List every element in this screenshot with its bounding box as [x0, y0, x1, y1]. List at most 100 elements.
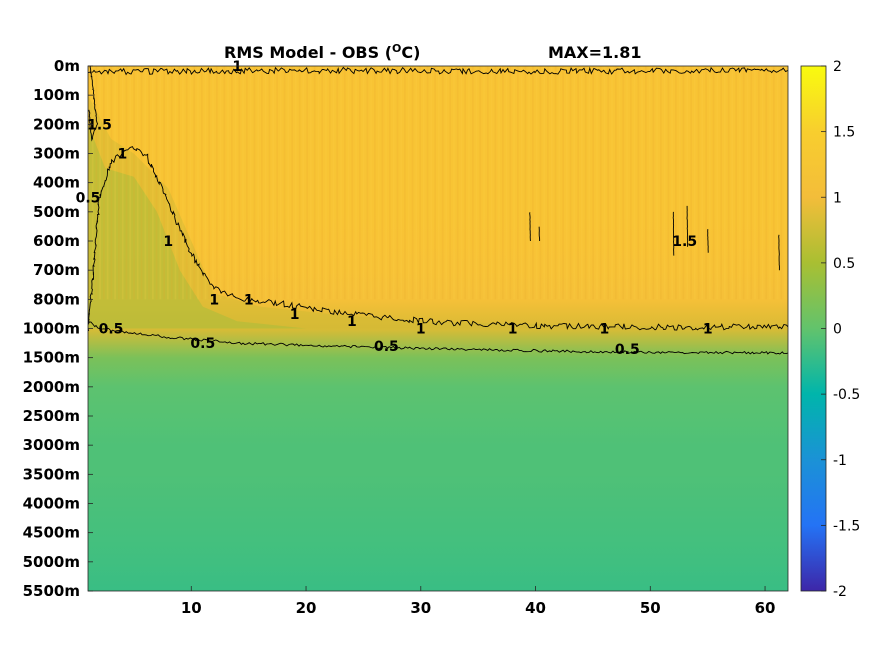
texture-stripe — [611, 66, 613, 300]
texture-stripe — [652, 66, 655, 300]
texture-stripe — [535, 66, 538, 300]
texture-stripe — [520, 66, 523, 300]
texture-stripe — [532, 66, 534, 300]
texture-stripe — [739, 66, 741, 300]
texture-stripe — [313, 66, 316, 300]
y-tick-label: 3000m — [23, 436, 80, 454]
texture-stripe — [234, 66, 237, 300]
texture-stripe — [426, 66, 429, 300]
texture-stripe — [724, 66, 726, 300]
contour-label: 1 — [232, 59, 242, 75]
texture-stripe — [769, 66, 771, 300]
texture-stripe — [351, 66, 354, 300]
x-tick-label: 60 — [755, 599, 776, 617]
contour-label: 1 — [244, 292, 254, 308]
texture-stripe — [185, 66, 188, 300]
texture-stripe — [264, 66, 267, 300]
y-tick-label: 0m — [54, 57, 80, 75]
contour-spike — [529, 212, 531, 242]
y-tick-label: 1500m — [23, 349, 80, 367]
texture-stripe — [720, 66, 722, 300]
texture-stripe — [441, 66, 444, 300]
texture-stripe — [539, 66, 542, 300]
contour-label: 1 — [290, 307, 300, 323]
texture-stripe — [498, 66, 500, 300]
texture-stripe — [603, 66, 606, 300]
texture-stripe — [118, 66, 120, 300]
colorbar-tick-label: 0.5 — [833, 256, 855, 272]
colorbar-tick-label: -2 — [833, 584, 847, 600]
colorbar-axis: 2 1.5 1 0.5 0 -0.5 -1 -1.5 -2 — [821, 59, 860, 600]
texture-stripe — [622, 66, 625, 300]
contour-label: 1 — [118, 147, 128, 163]
texture-stripe — [381, 66, 384, 300]
contour-label: 1 — [347, 314, 357, 330]
texture-stripe — [502, 66, 504, 300]
texture-stripe — [268, 66, 271, 300]
y-tick-label: 100m — [33, 86, 80, 104]
texture-stripe — [682, 66, 685, 300]
y-tick-label: 500m — [33, 203, 80, 221]
texture-stripe — [400, 66, 403, 300]
texture-stripe — [648, 66, 651, 300]
texture-stripe — [389, 66, 391, 300]
texture-stripe — [754, 66, 756, 300]
contour-line-top — [88, 66, 788, 76]
texture-stripe — [637, 66, 640, 300]
texture-stripe — [430, 66, 433, 300]
x-tick-label: 20 — [296, 599, 317, 617]
texture-stripe — [438, 66, 440, 300]
colorbar-tick-label: 2 — [833, 59, 842, 75]
texture-stripe — [374, 66, 376, 300]
heatmap-lowvalue-core — [88, 124, 306, 329]
y-tick-label: 5000m — [23, 553, 80, 571]
texture-stripe — [377, 66, 380, 300]
texture-stripe — [584, 66, 587, 300]
max-label: MAX=1.81 — [548, 43, 642, 62]
texture-stripe — [332, 66, 335, 300]
colorbar-tick-label: 0 — [833, 322, 842, 338]
texture-stripe — [618, 66, 621, 300]
texture-stripe — [321, 66, 323, 300]
texture-stripe — [678, 66, 681, 300]
texture-stripe — [716, 66, 719, 300]
texture-stripe — [253, 66, 256, 300]
texture-stripe — [415, 66, 418, 300]
texture-stripe — [249, 66, 252, 300]
texture-stripe — [343, 66, 346, 300]
y-tick-label: 3500m — [23, 465, 80, 483]
texture-stripe — [404, 66, 406, 300]
texture-stripe — [152, 66, 154, 300]
texture-stripe — [645, 66, 647, 300]
texture-stripe — [562, 66, 564, 300]
texture-stripe — [238, 66, 241, 300]
texture-stripe — [174, 66, 177, 300]
texture-stripe — [182, 66, 184, 300]
contour-label: 1.5 — [672, 234, 697, 250]
contour-line-1-5 — [88, 66, 99, 142]
y-tick-label: 4000m — [23, 495, 80, 513]
texture-stripe — [125, 66, 128, 300]
y-tick-label: 600m — [33, 232, 80, 250]
texture-stripe — [366, 66, 369, 300]
texture-stripe — [336, 66, 339, 300]
texture-stripe — [663, 66, 666, 300]
texture-stripe — [370, 66, 372, 300]
texture-stripe — [212, 66, 214, 300]
texture-stripe — [479, 66, 482, 300]
texture-stripe — [276, 66, 278, 300]
texture-stripe — [362, 66, 365, 300]
texture-stripe — [765, 66, 768, 300]
texture-stripe — [712, 66, 715, 300]
texture-stripe — [133, 66, 135, 300]
contour-label: 1 — [600, 322, 610, 338]
texture-stripe — [705, 66, 707, 300]
texture-stripe — [114, 66, 116, 300]
contour-label: 0.5 — [615, 342, 640, 358]
texture-stripe — [528, 66, 530, 300]
colorbar-tick-label: 1 — [833, 190, 842, 206]
texture-stripe — [629, 66, 632, 300]
texture-stripe — [434, 66, 436, 300]
texture-stripe — [607, 66, 610, 300]
texture-stripe — [136, 66, 139, 300]
